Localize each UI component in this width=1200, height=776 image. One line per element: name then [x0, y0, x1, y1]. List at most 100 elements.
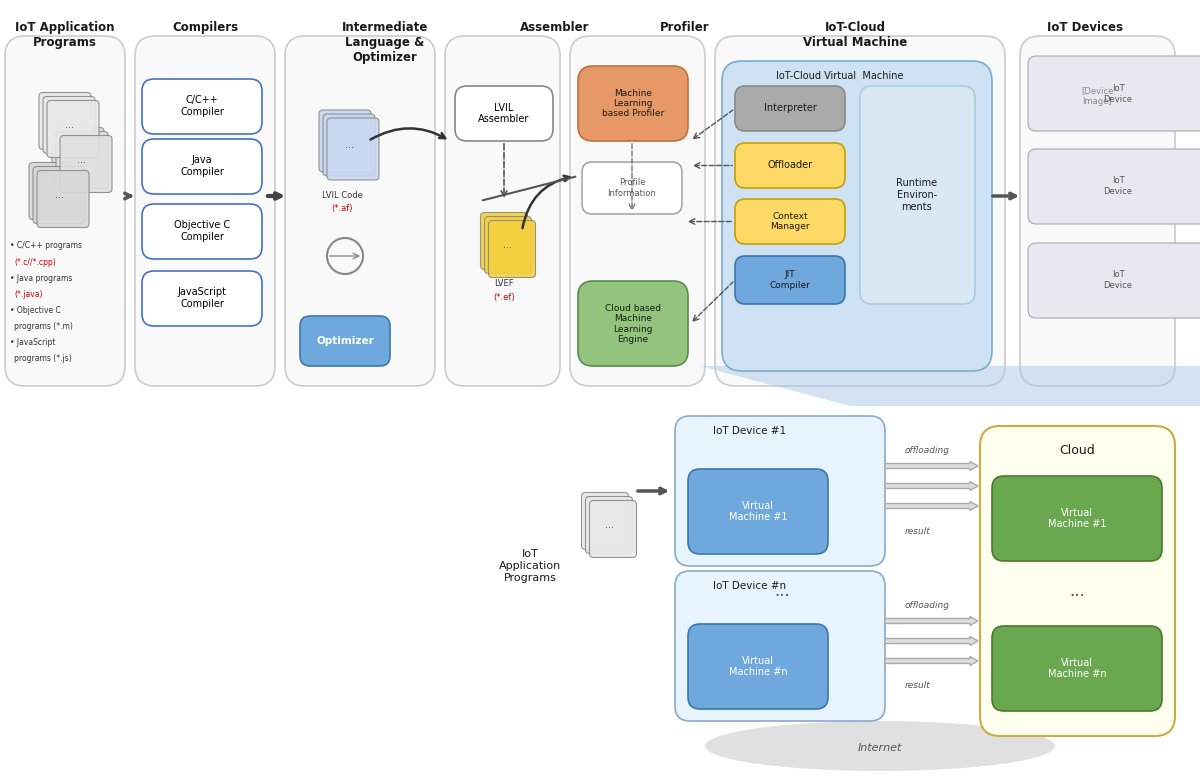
FancyBboxPatch shape [29, 162, 82, 220]
Text: • Java programs: • Java programs [10, 274, 72, 283]
FancyBboxPatch shape [445, 36, 560, 386]
FancyBboxPatch shape [589, 501, 636, 557]
Text: IoT
Device: IoT Device [1104, 85, 1133, 104]
Text: JavaScript
Compiler: JavaScript Compiler [178, 287, 227, 309]
Text: LVEF: LVEF [494, 279, 514, 288]
Text: ...: ... [504, 240, 512, 250]
Text: ...: ... [1069, 582, 1085, 600]
Text: result: result [905, 681, 931, 691]
Text: Assembler: Assembler [521, 21, 589, 34]
FancyBboxPatch shape [992, 626, 1162, 711]
FancyBboxPatch shape [142, 139, 262, 194]
FancyBboxPatch shape [286, 36, 434, 386]
Text: (*.af): (*.af) [331, 204, 353, 213]
Text: Context
Manager: Context Manager [770, 212, 810, 231]
FancyBboxPatch shape [674, 416, 886, 566]
Text: [Device
Image]: [Device Image] [1081, 86, 1114, 106]
Text: Compilers: Compilers [172, 21, 238, 34]
FancyBboxPatch shape [722, 61, 992, 371]
FancyBboxPatch shape [38, 92, 91, 150]
Polygon shape [700, 366, 1200, 406]
Text: • JavaScript: • JavaScript [10, 338, 55, 347]
FancyArrow shape [886, 462, 978, 470]
FancyBboxPatch shape [52, 127, 104, 185]
Ellipse shape [706, 721, 1055, 771]
FancyBboxPatch shape [715, 36, 1006, 386]
FancyBboxPatch shape [488, 220, 535, 278]
FancyBboxPatch shape [34, 167, 85, 223]
FancyBboxPatch shape [734, 256, 845, 304]
Text: JIT
Compiler: JIT Compiler [769, 270, 810, 289]
FancyBboxPatch shape [47, 101, 98, 158]
FancyBboxPatch shape [1028, 149, 1200, 224]
Text: • Objective C: • Objective C [10, 306, 61, 315]
Text: programs (*.js): programs (*.js) [14, 354, 72, 363]
FancyBboxPatch shape [688, 469, 828, 554]
FancyBboxPatch shape [300, 316, 390, 366]
FancyArrow shape [886, 501, 978, 511]
FancyBboxPatch shape [1028, 56, 1200, 131]
Text: ...: ... [78, 155, 86, 165]
FancyBboxPatch shape [319, 110, 371, 172]
FancyBboxPatch shape [980, 426, 1175, 736]
FancyBboxPatch shape [860, 86, 974, 304]
Text: Interpreter: Interpreter [763, 103, 816, 113]
FancyArrow shape [886, 616, 978, 625]
Text: IoT-Cloud
Virtual Machine: IoT-Cloud Virtual Machine [803, 21, 907, 49]
Text: LVIL Code: LVIL Code [322, 191, 362, 200]
Text: C/C++
Compiler: C/C++ Compiler [180, 95, 224, 117]
Text: ...: ... [65, 120, 73, 130]
Text: IoT Devices: IoT Devices [1046, 21, 1123, 34]
Text: offloading: offloading [905, 446, 950, 456]
Text: (*.java): (*.java) [14, 290, 42, 299]
Text: Cloud based
Machine
Learning
Engine: Cloud based Machine Learning Engine [605, 304, 661, 344]
Text: • C/C++ programs: • C/C++ programs [10, 241, 82, 250]
Text: IoT Application
Programs: IoT Application Programs [16, 21, 115, 49]
Text: ...: ... [344, 140, 354, 150]
Text: IoT-Cloud Virtual  Machine: IoT-Cloud Virtual Machine [776, 71, 904, 81]
FancyBboxPatch shape [578, 281, 688, 366]
Text: IoT Device #1: IoT Device #1 [714, 426, 786, 436]
FancyBboxPatch shape [734, 143, 845, 188]
Text: Virtual
Machine #1: Virtual Machine #1 [728, 501, 787, 522]
Text: IoT
Application
Programs: IoT Application Programs [499, 549, 562, 583]
FancyBboxPatch shape [142, 204, 262, 259]
FancyBboxPatch shape [570, 36, 706, 386]
FancyBboxPatch shape [578, 66, 688, 141]
Text: Runtime
Environ-
ments: Runtime Environ- ments [896, 178, 937, 212]
FancyBboxPatch shape [582, 162, 682, 214]
FancyBboxPatch shape [60, 136, 112, 192]
FancyBboxPatch shape [586, 497, 632, 553]
Text: ...: ... [54, 190, 64, 200]
FancyBboxPatch shape [734, 86, 845, 131]
FancyBboxPatch shape [134, 36, 275, 386]
FancyBboxPatch shape [674, 571, 886, 721]
Text: IoT
Device: IoT Device [1104, 270, 1133, 289]
Text: Virtual
Machine #n: Virtual Machine #n [1048, 658, 1106, 679]
Text: Virtual
Machine #n: Virtual Machine #n [728, 656, 787, 677]
Text: IoT Device #n: IoT Device #n [714, 581, 786, 591]
FancyBboxPatch shape [328, 118, 379, 180]
Text: IoT
Device: IoT Device [1104, 176, 1133, 196]
Text: Virtual
Machine #1: Virtual Machine #1 [1048, 508, 1106, 529]
FancyArrow shape [886, 636, 978, 646]
FancyBboxPatch shape [734, 199, 845, 244]
Text: LVIL
Assembler: LVIL Assembler [479, 102, 529, 124]
Text: result: result [905, 526, 931, 535]
Text: Optimizer: Optimizer [316, 336, 374, 346]
Text: Java
Compiler: Java Compiler [180, 155, 224, 177]
Text: ...: ... [605, 520, 613, 530]
FancyBboxPatch shape [323, 114, 376, 176]
FancyBboxPatch shape [992, 476, 1162, 561]
Text: Machine
Learning
based Profiler: Machine Learning based Profiler [602, 88, 664, 119]
FancyBboxPatch shape [582, 493, 629, 549]
FancyBboxPatch shape [142, 271, 262, 326]
FancyBboxPatch shape [688, 624, 828, 709]
FancyBboxPatch shape [43, 96, 95, 154]
Text: Profile
Information: Profile Information [607, 178, 656, 198]
Text: programs (*.m): programs (*.m) [14, 322, 73, 331]
FancyBboxPatch shape [480, 213, 528, 269]
FancyBboxPatch shape [5, 36, 125, 386]
FancyBboxPatch shape [455, 86, 553, 141]
Text: (*.c//*.cpp): (*.c//*.cpp) [14, 258, 55, 267]
